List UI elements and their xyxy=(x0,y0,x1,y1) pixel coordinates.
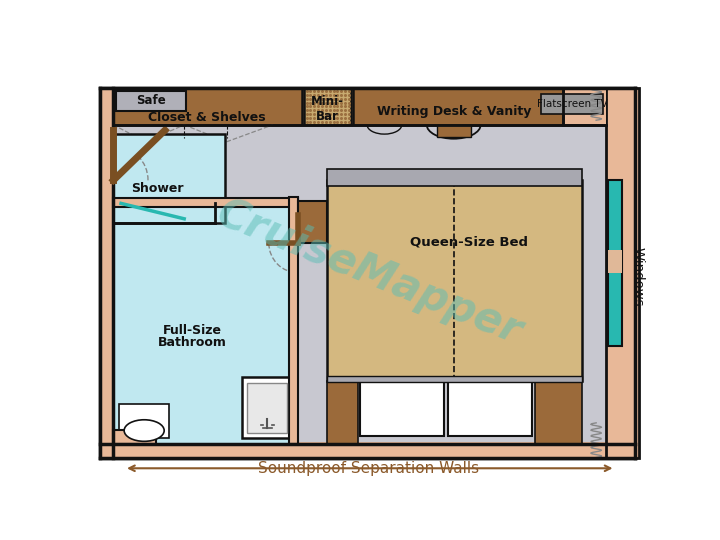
Bar xyxy=(606,88,639,457)
Bar xyxy=(448,381,532,436)
Bar xyxy=(99,442,634,457)
Bar xyxy=(608,249,621,273)
Bar xyxy=(113,198,298,207)
Bar xyxy=(113,134,225,222)
Bar xyxy=(242,377,292,438)
Bar xyxy=(99,88,611,125)
Bar xyxy=(563,88,606,125)
Text: Writing Desk & Vanity: Writing Desk & Vanity xyxy=(377,105,531,118)
Text: Queen-Size Bed: Queen-Size Bed xyxy=(410,235,528,248)
Bar xyxy=(608,180,621,346)
Bar xyxy=(535,381,582,444)
Bar xyxy=(606,88,639,457)
Bar xyxy=(360,381,444,436)
Text: Soundproof Separation Walls: Soundproof Separation Walls xyxy=(258,461,480,476)
Text: Safe: Safe xyxy=(136,94,166,107)
Text: Flatscreen TV: Flatscreen TV xyxy=(537,99,608,109)
Text: Shower: Shower xyxy=(131,181,184,194)
Bar xyxy=(119,403,168,438)
Bar xyxy=(298,201,328,244)
Bar xyxy=(99,88,634,457)
Bar xyxy=(353,88,563,125)
Bar xyxy=(248,383,287,433)
Bar xyxy=(117,91,186,111)
Bar xyxy=(328,180,582,381)
Text: CruiseMapper: CruiseMapper xyxy=(210,192,528,353)
Bar xyxy=(328,376,582,382)
Ellipse shape xyxy=(124,420,164,441)
Bar xyxy=(328,381,359,444)
Text: Closet & Shelves: Closet & Shelves xyxy=(148,111,266,124)
Bar xyxy=(113,88,302,125)
Bar xyxy=(113,205,298,444)
Bar xyxy=(304,88,351,125)
Text: Full-Size: Full-Size xyxy=(163,324,222,337)
Bar xyxy=(289,197,298,444)
Bar xyxy=(541,94,603,114)
Bar xyxy=(437,125,471,137)
Text: Mini-
Bar: Mini- Bar xyxy=(311,96,344,124)
Bar xyxy=(113,102,606,444)
Text: Windows: Windows xyxy=(632,247,645,306)
Bar xyxy=(328,168,582,186)
Text: Bathroom: Bathroom xyxy=(158,335,226,348)
Bar xyxy=(113,430,156,444)
Bar xyxy=(99,88,115,457)
